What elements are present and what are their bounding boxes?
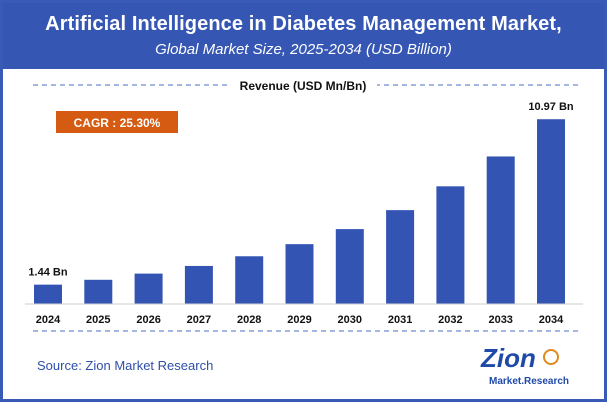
revenue-label: Revenue (USD Mn/Bn) xyxy=(240,79,367,93)
bar-2031 xyxy=(386,210,415,304)
logo-sub-text: Market.Research xyxy=(489,376,569,387)
bar-2025 xyxy=(84,279,113,304)
x-tick-labels: 2024 2025 2026 2027 2028 2029 2030 2031 2032 2033… xyxy=(36,314,564,326)
bar-2034 xyxy=(537,119,565,304)
cagr-badge xyxy=(56,111,178,133)
x-tick-2030: 2030 xyxy=(338,314,362,326)
x-tick-2024: 2024 xyxy=(36,314,61,326)
x-tick-2026: 2026 xyxy=(136,314,160,326)
x-tick-2033: 2033 xyxy=(488,314,512,326)
bar-2030 xyxy=(335,229,364,304)
logo-main-text: Zion xyxy=(480,343,536,373)
data-label-2034: 10.97 Bn xyxy=(528,101,574,113)
data-label-2024: 1.44 Bn xyxy=(28,267,67,279)
cagr-label: CAGR : 25.30% xyxy=(74,116,161,130)
bars-group xyxy=(34,119,565,304)
logo-globe-icon xyxy=(543,349,559,365)
bar-2032 xyxy=(436,186,465,304)
chart-subtitle: Global Market Size, 2025-2034 (USD Billi… xyxy=(155,41,452,58)
x-tick-2032: 2032 xyxy=(438,314,462,326)
bar-2029 xyxy=(285,244,314,304)
x-tick-2031: 2031 xyxy=(388,314,412,326)
bar-2028 xyxy=(235,256,264,304)
bar-2024 xyxy=(34,284,62,304)
x-tick-2034: 2034 xyxy=(539,314,564,326)
chart-area: Revenue (USD Mn/Bn) CAGR : 25.30% 2024 20… xyxy=(3,69,604,399)
source-text: Source: Zion Market Research xyxy=(37,358,213,373)
x-tick-2028: 2028 xyxy=(237,314,261,326)
x-tick-2029: 2029 xyxy=(287,314,311,326)
zion-logo: Zion Market.Research xyxy=(480,343,569,387)
bar-2026 xyxy=(134,273,163,304)
bar-2027 xyxy=(184,265,213,304)
chart-header: Artificial Intelligence in Diabetes Mana… xyxy=(3,3,604,69)
data-labels: 1.44 Bn 10.97 Bn xyxy=(28,101,573,278)
x-tick-2027: 2027 xyxy=(187,314,211,326)
x-tick-2025: 2025 xyxy=(86,314,110,326)
revenue-label-bg xyxy=(231,75,377,95)
chart-title: Artificial Intelligence in Diabetes Mana… xyxy=(45,13,562,35)
bar-chart: Revenue (USD Mn/Bn) CAGR : 25.30% 2024 20… xyxy=(25,75,583,387)
bar-2033 xyxy=(486,156,515,304)
